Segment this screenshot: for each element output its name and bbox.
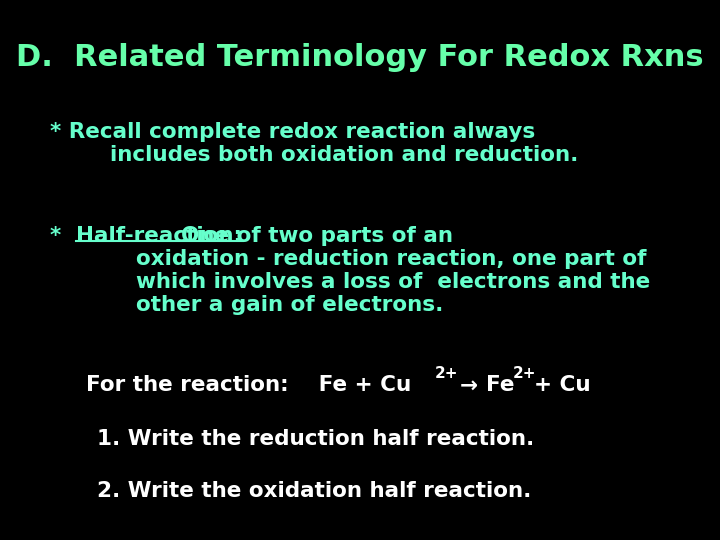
Text: + Cu: + Cu — [534, 375, 591, 395]
Text: For the reaction:    Fe + Cu: For the reaction: Fe + Cu — [86, 375, 412, 395]
Text: *: * — [50, 226, 69, 246]
Text: 2+: 2+ — [435, 366, 459, 381]
Text: * Recall complete redox reaction always
        includes both oxidation and redu: * Recall complete redox reaction always … — [50, 122, 579, 165]
Text: Half-reaction:: Half-reaction: — [76, 226, 242, 246]
Text: 1. Write the reduction half reaction.: 1. Write the reduction half reaction. — [97, 429, 534, 449]
Text: 2+: 2+ — [513, 366, 536, 381]
Text: Fe: Fe — [486, 375, 515, 395]
Text: 2. Write the oxidation half reaction.: 2. Write the oxidation half reaction. — [97, 481, 531, 501]
Text: One of two parts of an
        oxidation - reduction reaction, one part of
     : One of two parts of an oxidation - reduc… — [76, 226, 650, 315]
Text: D.  Related Terminology For Redox Rxns: D. Related Terminology For Redox Rxns — [16, 43, 704, 72]
Text: →: → — [459, 375, 477, 395]
